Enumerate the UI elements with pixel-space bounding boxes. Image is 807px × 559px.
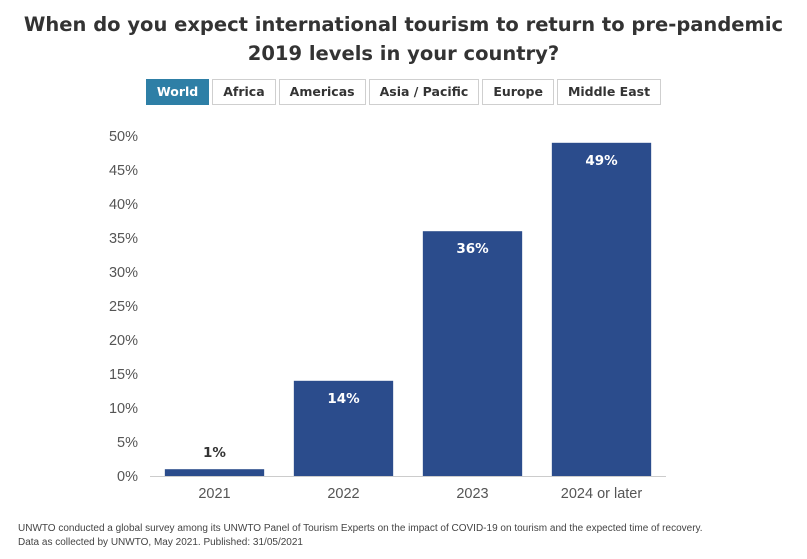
data-label: 14% [327,391,360,407]
y-tick-label: 5% [117,435,138,451]
bar [422,231,523,476]
data-label: 49% [585,153,618,169]
tab-europe[interactable]: Europe [482,79,554,105]
y-tick-label: 20% [109,333,138,349]
bar [293,380,394,476]
tab-americas[interactable]: Americas [278,79,366,105]
footer-note: UNWTO conducted a global survey among it… [18,522,703,550]
y-tick-label: 15% [109,367,138,383]
footer-line-2: Data as collected by UNWTO, May 2021. Pu… [18,537,303,548]
chart-title: When do you expect international tourism… [23,13,784,65]
y-tick-label: 10% [109,401,138,417]
y-tick-label: 0% [117,469,138,485]
data-label: 36% [456,241,489,257]
y-tick-label: 35% [109,231,138,247]
region-tabs: World Africa Americas Asia / Pacific Eur… [0,79,807,105]
x-tick-label: 2024 or later [561,486,643,502]
bar [164,469,265,476]
x-tick-label: 2022 [327,486,359,502]
bar-chart: 0% 5% 10% 15% 20% 25% 30% 35% 40% 45% 50% 1% 2021 14%… [109,129,666,502]
y-tick-label: 40% [109,197,138,213]
tab-world[interactable]: World [145,79,210,105]
x-tick-label: 2023 [456,486,488,502]
bar [551,142,652,477]
y-tick-label: 50% [109,129,138,145]
data-label: 1% [203,445,226,461]
footer-line-1: UNWTO conducted a global survey among it… [18,523,703,534]
y-tick-label: 45% [109,163,138,179]
y-tick-label: 30% [109,265,138,281]
tab-asia-pacific[interactable]: Asia / Pacific [368,79,480,105]
tab-africa[interactable]: Africa [212,79,276,105]
y-tick-label: 25% [109,299,138,315]
tab-middle-east[interactable]: Middle East [556,79,662,105]
x-tick-label: 2021 [198,486,230,502]
